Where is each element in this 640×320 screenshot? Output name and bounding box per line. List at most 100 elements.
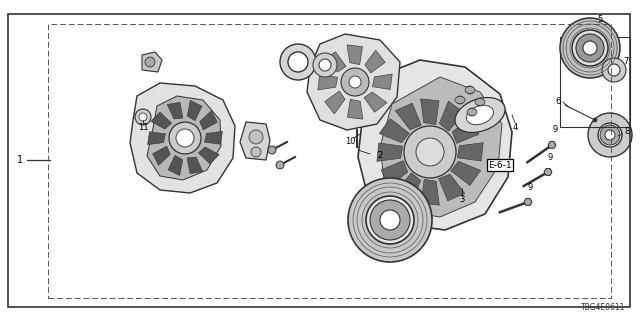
Polygon shape	[396, 103, 421, 130]
Text: 5: 5	[597, 15, 603, 25]
Polygon shape	[372, 74, 392, 90]
Text: E-6-1: E-6-1	[488, 161, 512, 170]
Polygon shape	[358, 60, 512, 230]
Circle shape	[545, 169, 552, 175]
Text: 3: 3	[460, 196, 465, 204]
Circle shape	[560, 18, 620, 78]
Ellipse shape	[455, 98, 505, 132]
Text: 9: 9	[547, 154, 552, 163]
Text: 9: 9	[552, 125, 557, 134]
Circle shape	[251, 147, 261, 157]
Circle shape	[598, 123, 622, 147]
Polygon shape	[147, 96, 221, 180]
Text: 8: 8	[624, 127, 630, 137]
Polygon shape	[380, 119, 409, 143]
Circle shape	[268, 146, 276, 154]
Circle shape	[370, 200, 410, 240]
Circle shape	[169, 122, 201, 154]
Polygon shape	[142, 52, 162, 72]
Polygon shape	[347, 45, 362, 65]
Polygon shape	[397, 173, 420, 203]
Polygon shape	[348, 100, 363, 119]
Polygon shape	[458, 143, 483, 161]
Circle shape	[404, 126, 456, 178]
Text: 4: 4	[513, 124, 518, 132]
Circle shape	[319, 59, 331, 71]
Circle shape	[588, 113, 632, 157]
Polygon shape	[200, 111, 218, 130]
Circle shape	[525, 198, 531, 205]
Circle shape	[349, 76, 361, 88]
Circle shape	[139, 113, 147, 121]
Circle shape	[548, 141, 556, 148]
Circle shape	[135, 109, 151, 125]
Polygon shape	[130, 83, 235, 193]
Polygon shape	[421, 180, 440, 205]
Circle shape	[280, 44, 316, 80]
Polygon shape	[198, 147, 219, 164]
Circle shape	[366, 196, 414, 244]
Circle shape	[176, 129, 194, 147]
Circle shape	[456, 96, 464, 104]
Circle shape	[466, 86, 474, 94]
Polygon shape	[380, 77, 502, 217]
Text: 10: 10	[345, 138, 355, 147]
Circle shape	[583, 41, 597, 55]
Circle shape	[145, 57, 155, 67]
Circle shape	[348, 178, 432, 262]
Text: 11: 11	[138, 124, 148, 132]
Circle shape	[380, 210, 400, 230]
Circle shape	[341, 68, 369, 96]
Text: 2: 2	[378, 151, 383, 161]
Ellipse shape	[467, 108, 477, 116]
Circle shape	[416, 138, 444, 166]
Polygon shape	[524, 198, 532, 205]
Circle shape	[249, 130, 263, 144]
Polygon shape	[153, 146, 170, 165]
Circle shape	[605, 130, 615, 140]
Circle shape	[468, 108, 476, 116]
Polygon shape	[420, 99, 439, 124]
Polygon shape	[205, 132, 223, 144]
Polygon shape	[318, 75, 338, 90]
Circle shape	[593, 118, 597, 122]
Circle shape	[288, 52, 308, 72]
Polygon shape	[187, 157, 203, 174]
Text: 7: 7	[623, 58, 628, 67]
Polygon shape	[151, 112, 172, 129]
Polygon shape	[377, 143, 403, 161]
Circle shape	[476, 98, 484, 106]
Polygon shape	[307, 34, 400, 130]
Ellipse shape	[455, 97, 465, 103]
Polygon shape	[439, 101, 463, 131]
Polygon shape	[188, 100, 202, 121]
Polygon shape	[544, 169, 552, 175]
Circle shape	[576, 34, 604, 62]
Polygon shape	[451, 161, 481, 185]
Polygon shape	[548, 141, 556, 148]
Circle shape	[600, 125, 620, 145]
Polygon shape	[240, 122, 270, 160]
Ellipse shape	[465, 86, 475, 93]
Polygon shape	[365, 50, 385, 73]
Polygon shape	[438, 174, 465, 201]
Text: 6: 6	[556, 98, 561, 107]
Text: TBG4E0611: TBG4E0611	[580, 303, 625, 312]
Polygon shape	[452, 117, 479, 143]
Circle shape	[276, 161, 284, 169]
Circle shape	[572, 30, 608, 66]
Polygon shape	[148, 132, 165, 145]
Text: 1: 1	[17, 155, 23, 165]
Polygon shape	[167, 102, 183, 119]
Circle shape	[313, 53, 337, 77]
Text: 9: 9	[527, 182, 532, 191]
Polygon shape	[325, 91, 345, 114]
Circle shape	[602, 58, 626, 82]
Polygon shape	[364, 92, 387, 112]
Ellipse shape	[467, 105, 493, 125]
Circle shape	[608, 64, 620, 76]
Polygon shape	[323, 52, 346, 72]
Ellipse shape	[475, 99, 485, 106]
Polygon shape	[381, 161, 408, 187]
Polygon shape	[168, 155, 182, 176]
